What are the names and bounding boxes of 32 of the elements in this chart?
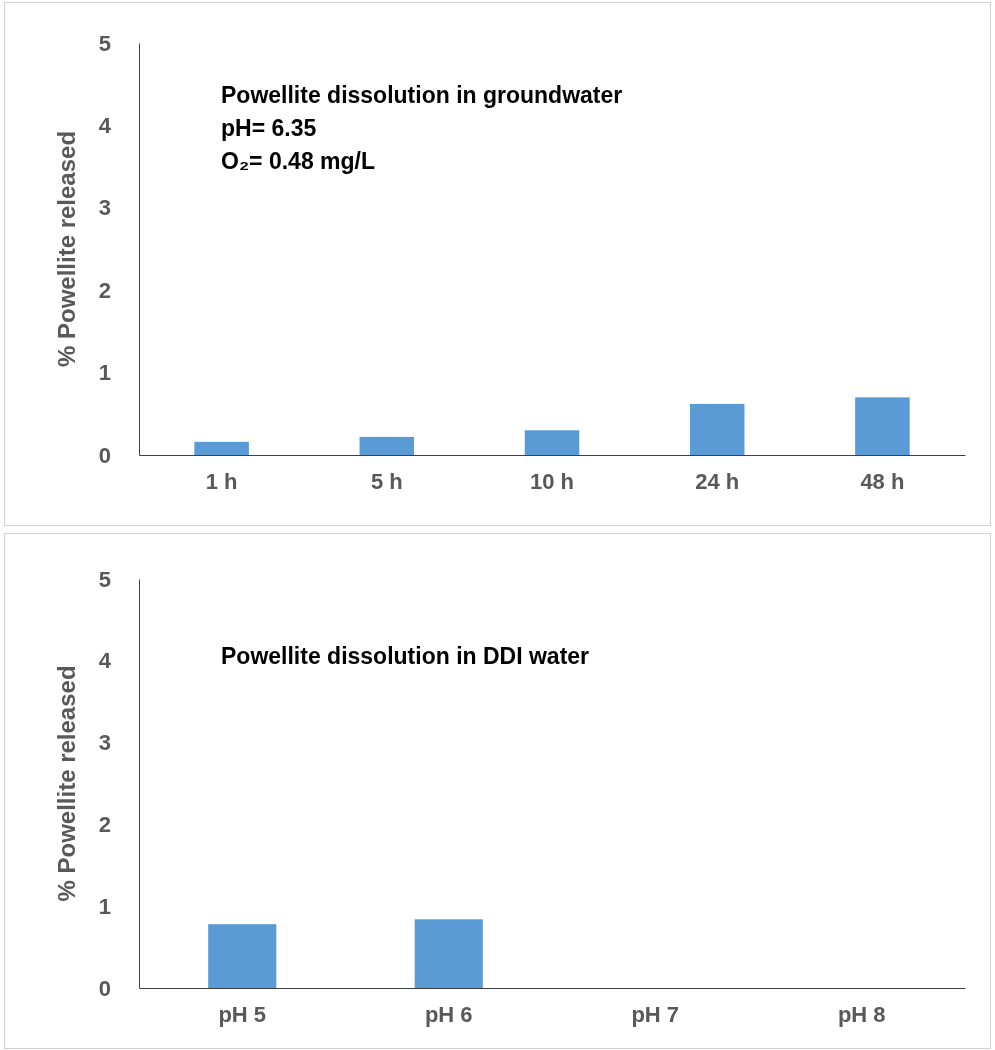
bar bbox=[524, 430, 580, 455]
y-tick-label: 5 bbox=[98, 30, 111, 56]
y-tick-label: 0 bbox=[98, 975, 111, 1001]
x-tick-label: pH 5 bbox=[218, 1001, 267, 1027]
bar bbox=[194, 441, 249, 455]
x-tick-label: pH 6 bbox=[424, 1001, 473, 1027]
y-tick-label: 1 bbox=[98, 360, 111, 386]
y-tick-label: 3 bbox=[98, 730, 111, 756]
x-tick-label: pH 7 bbox=[631, 1001, 680, 1027]
text: Powellite dissolution in DDI water bbox=[221, 643, 590, 669]
y-axis-title: % Powellite released bbox=[53, 130, 80, 368]
x-tick-label: 5 h bbox=[370, 468, 403, 494]
y-tick-label: 4 bbox=[98, 648, 112, 674]
y-tick-label: 4 bbox=[98, 112, 112, 138]
y-tick-label: 0 bbox=[98, 442, 111, 468]
y-tick-label: 2 bbox=[98, 277, 111, 303]
y-tick-label: 5 bbox=[98, 566, 111, 592]
annotation: O₂= 0.48 mg/L bbox=[221, 148, 376, 174]
x-tick-label: 1 h bbox=[205, 468, 238, 494]
text: Powellite dissolution in groundwater bbox=[221, 82, 623, 108]
x-tick-label: 48 h bbox=[860, 468, 905, 494]
bar bbox=[855, 397, 910, 455]
x-tick-label: 24 h bbox=[695, 468, 740, 494]
y-tick-label: 2 bbox=[98, 811, 111, 837]
x-tick-label: pH 8 bbox=[837, 1001, 886, 1027]
y-axis-title: % Powellite released bbox=[53, 665, 80, 902]
bar bbox=[689, 403, 745, 455]
y-tick-label: 3 bbox=[98, 195, 111, 221]
annotation: pH= 6.35 bbox=[221, 115, 317, 141]
x-tick-label: 10 h bbox=[529, 468, 575, 494]
y-tick-label: 1 bbox=[98, 893, 111, 919]
bar bbox=[359, 436, 415, 455]
